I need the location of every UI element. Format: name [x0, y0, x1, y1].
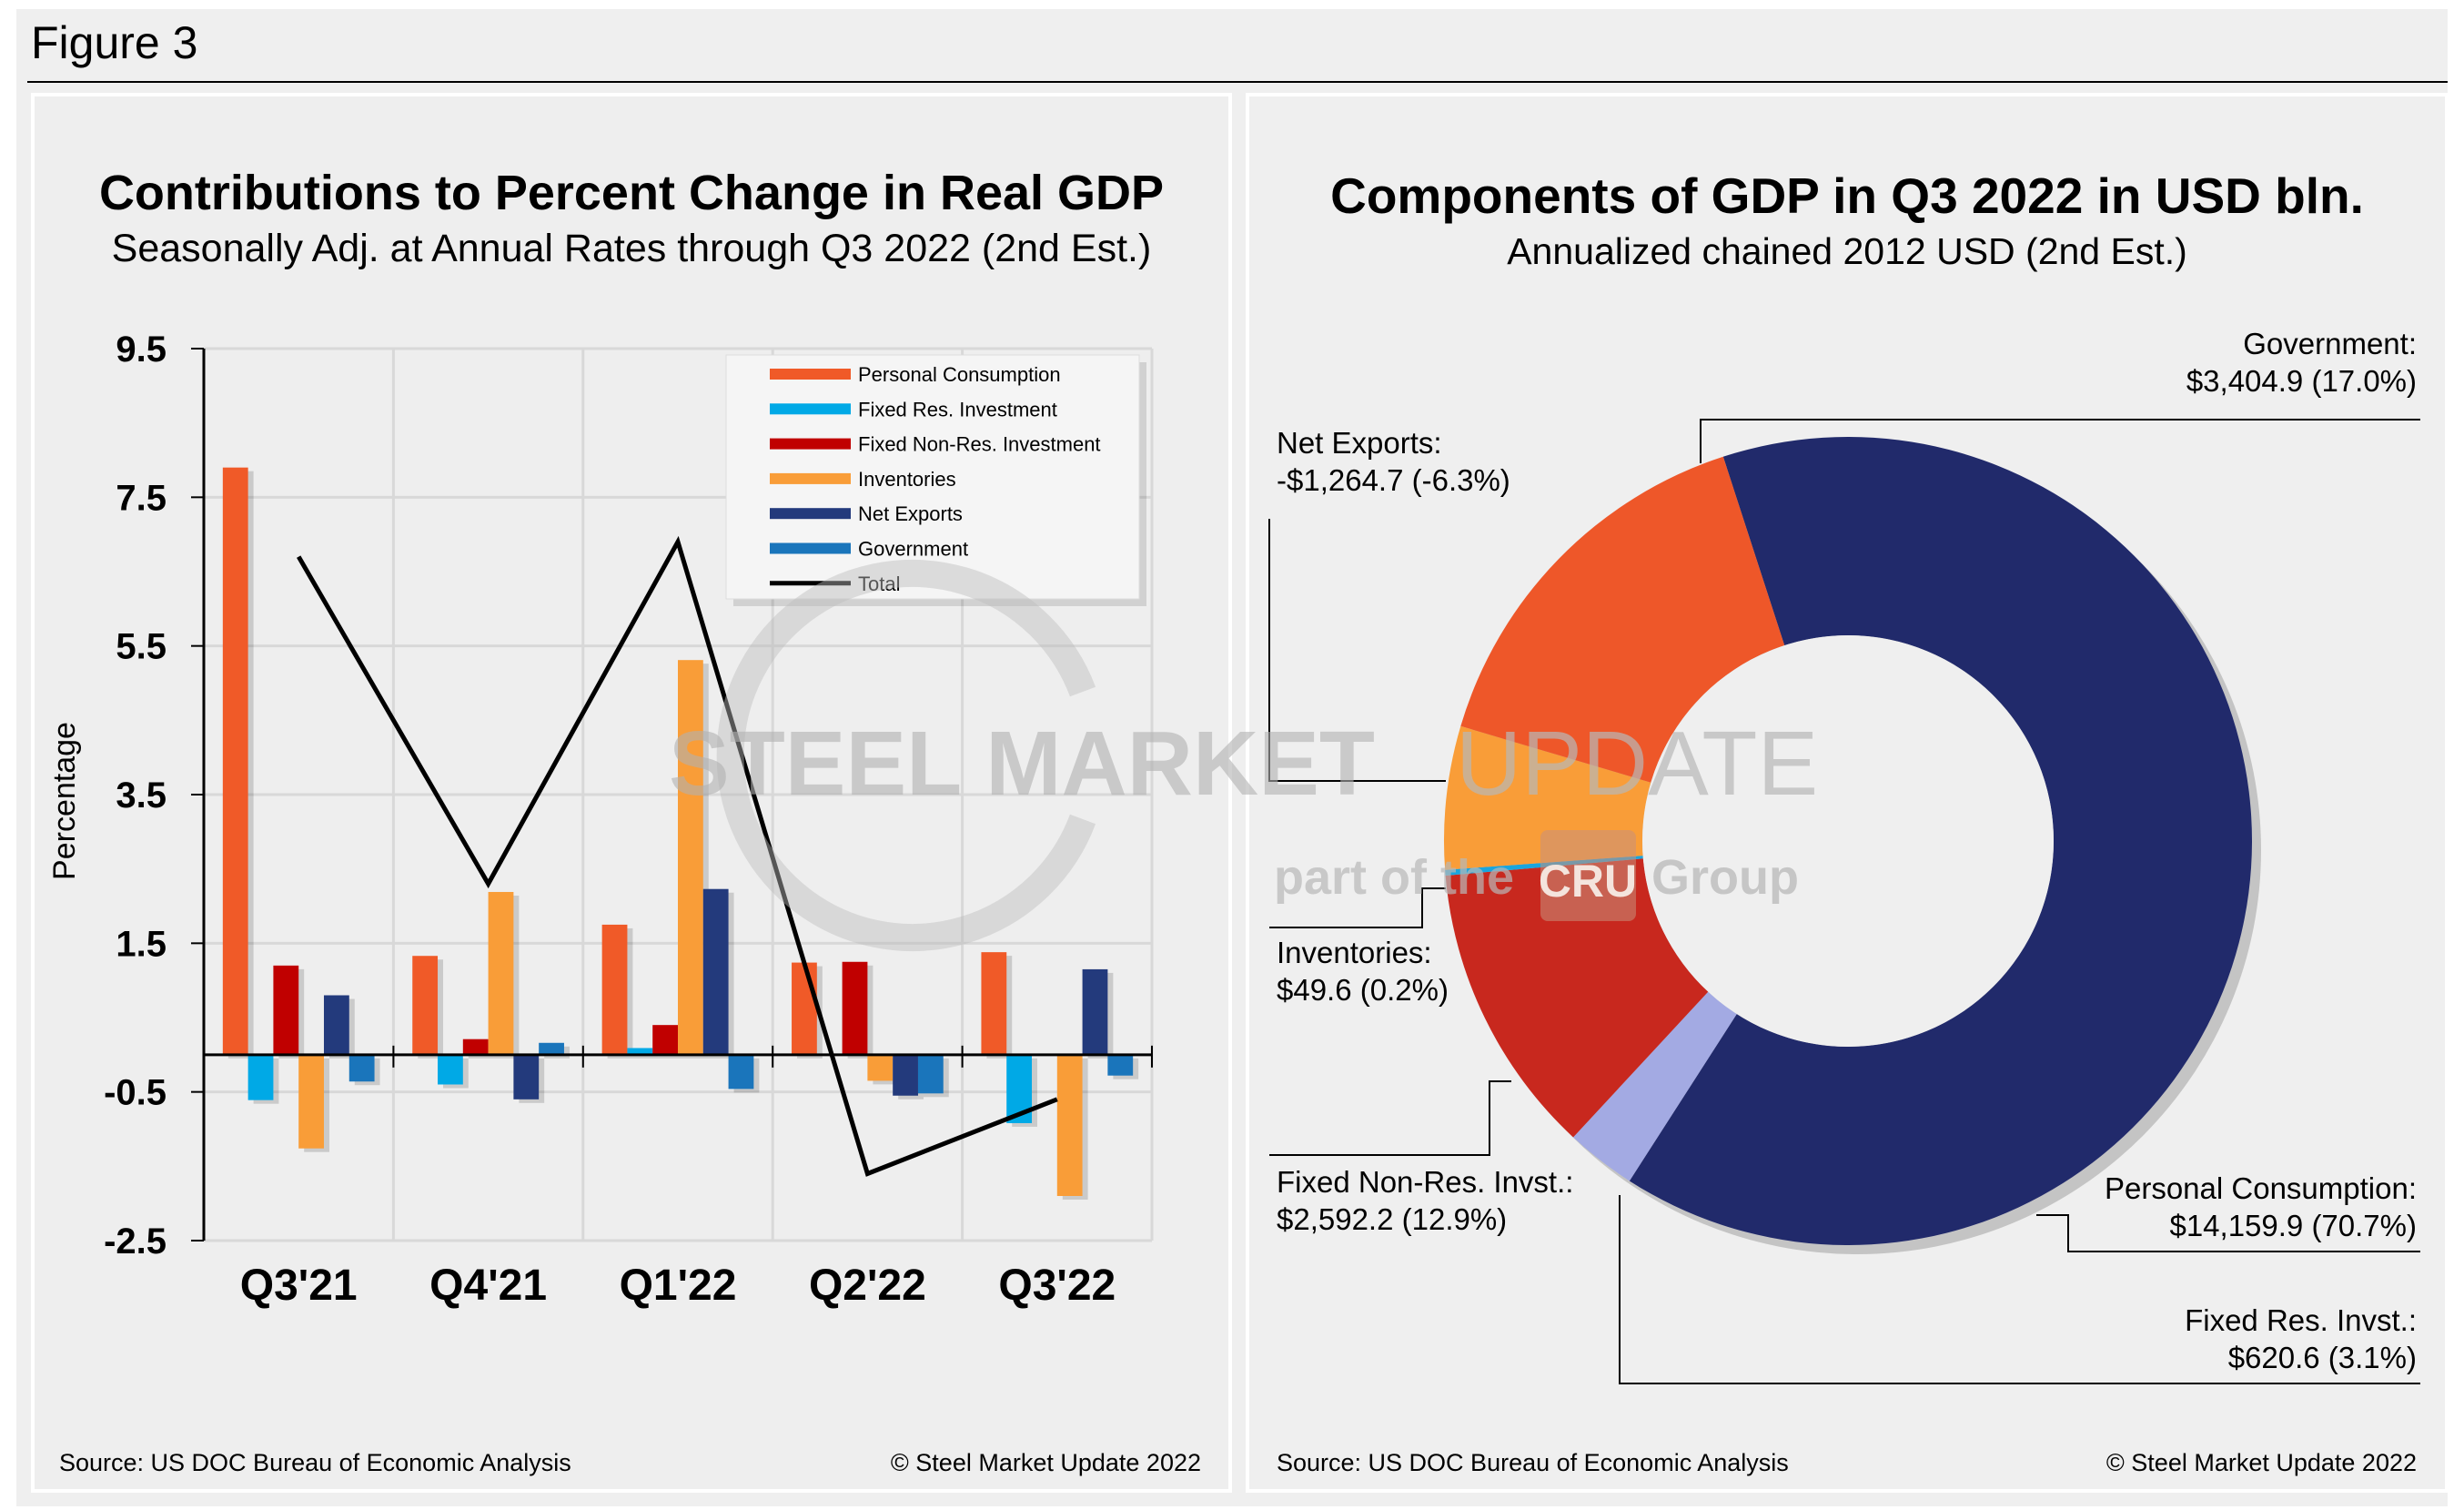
bar-chart-copyright: © Steel Market Update 2022 [891, 1449, 1201, 1476]
legend-swatch [770, 542, 851, 554]
donut-slice-fixed-res-invst [1573, 991, 1737, 1181]
bar-personal-consumption-2 [601, 924, 628, 1055]
bar-government-3 [917, 1054, 944, 1094]
watermark-text: STEEL MARKET [669, 713, 1375, 815]
y-axis-label: Percentage [47, 722, 82, 880]
y-tick-label: 5.5 [116, 627, 167, 667]
leader-line [1619, 1195, 2420, 1384]
bar-chart-title: Contributions to Percent Change in Real … [99, 166, 1164, 220]
leader-line [1269, 1080, 1511, 1156]
x-tick-label: Q4'21 [429, 1262, 547, 1310]
bar-government-4 [1107, 1054, 1134, 1076]
bar-inventories-1 [488, 891, 514, 1055]
y-tick-label: -2.5 [104, 1221, 167, 1262]
donut-chart-title: Components of GDP in Q3 2022 in USD bln. [1330, 167, 2364, 224]
slice-value-label: $2,592.2 (12.9%) [1277, 1202, 1507, 1236]
bar-inventories-2 [678, 660, 703, 1055]
y-tick-label: 1.5 [116, 924, 167, 964]
legend-label: Fixed Res. Investment [858, 398, 1057, 421]
x-tick-label: Q2'22 [809, 1262, 926, 1310]
slice-name-label: Net Exports: [1277, 426, 1442, 460]
legend-label: Total [858, 573, 900, 595]
slice-value-label: $620.6 (3.1%) [2228, 1341, 2417, 1374]
bar-chart-source: Source: US DOC Bureau of Economic Analys… [59, 1449, 571, 1476]
bar-government-1 [539, 1042, 564, 1055]
total-line [297, 535, 1058, 1177]
donut-slice-fixed-non-res-invst [1445, 858, 1709, 1138]
slice-name-label: Personal Consumption: [2105, 1171, 2417, 1205]
legend-swatch [770, 403, 851, 415]
bar-inventories-0 [298, 1054, 324, 1149]
y-tick-label: -0.5 [104, 1073, 167, 1113]
bar-chart: 9.5 7.5 5.5 3.5 1.5 -0.5 -2.5 Q3'21 Q4'21 Q1'22 Q2… [104, 329, 1154, 1310]
bar-fixed-res-investment-1 [438, 1054, 463, 1085]
y-tick-label: 9.5 [116, 329, 167, 370]
bar-net-exports-1 [513, 1054, 540, 1100]
bar-fixed-res-investment-0 [247, 1054, 274, 1100]
bar-inventories-4 [1056, 1054, 1083, 1196]
bar-fixed-non-res-investment-1 [462, 1039, 489, 1055]
donut-slice-government [1460, 456, 1785, 783]
donut-slice-personal-consumption [1629, 437, 2253, 1245]
leader-line [1269, 887, 1446, 928]
legend-label: Net Exports [858, 502, 963, 525]
figure-label: Figure 3 [31, 17, 197, 68]
bar-net-exports-4 [1082, 968, 1108, 1055]
bar-fixed-non-res-investment-2 [652, 1025, 678, 1055]
legend: Personal Consumption Fixed Res. Investmen… [725, 354, 1146, 606]
slice-name-label: Inventories: [1277, 936, 1432, 969]
cru-logo [1540, 830, 1636, 921]
leader-line [1268, 519, 1446, 782]
slice-name-label: Fixed Non-Res. Invst.: [1277, 1165, 1573, 1199]
legend-swatch [770, 369, 851, 380]
bar-net-exports-3 [893, 1054, 918, 1096]
leader-line [2036, 1214, 2420, 1252]
bar-personal-consumption-1 [412, 956, 439, 1055]
bar-fixed-non-res-investment-3 [842, 961, 868, 1055]
bar-net-exports-0 [323, 995, 349, 1055]
bar-personal-consumption-3 [792, 962, 817, 1055]
donut-chart-source: Source: US DOC Bureau of Economic Analys… [1277, 1449, 1789, 1476]
slice-name-label: Government: [2243, 327, 2417, 360]
watermark-text-update: UPDATE [1456, 713, 1818, 815]
legend-label: Fixed Non-Res. Investment [858, 433, 1101, 456]
legend-swatch [770, 472, 851, 484]
slice-value-label: $3,404.9 (17.0%) [2186, 364, 2417, 398]
watermark: STEEL MARKET UPDATE part of the CRU Grou… [669, 560, 1818, 951]
x-tick-label: Q3'22 [998, 1262, 1116, 1310]
slice-value-label: -$1,264.7 (-6.3%) [1277, 463, 1510, 497]
slice-value-label: $14,159.9 (70.7%) [2169, 1209, 2417, 1242]
bar-personal-consumption-4 [981, 952, 1007, 1055]
bar-net-exports-2 [702, 888, 729, 1055]
watermark-group: Group [1651, 850, 1799, 905]
watermark-subtext: part of the [1274, 850, 1514, 905]
donut-hole [1642, 635, 2054, 1047]
bar-fixed-res-investment-2 [627, 1048, 653, 1055]
cru-logo-text: CRU [1539, 856, 1637, 907]
left-panel [31, 93, 1232, 1493]
legend-swatch [770, 508, 851, 520]
y-tick-label: 7.5 [116, 478, 167, 518]
legend-label: Government [858, 538, 968, 561]
legend-label: Personal Consumption [858, 363, 1061, 386]
leader-line [1700, 419, 2420, 463]
slice-name-label: Fixed Res. Invst.: [2185, 1303, 2417, 1337]
bar-chart-subtitle: Seasonally Adj. at Annual Rates through … [112, 227, 1152, 270]
legend-swatch [770, 438, 851, 450]
donut-chart-subtitle: Annualized chained 2012 USD (2nd Est.) [1507, 230, 2187, 272]
bar-government-2 [728, 1054, 754, 1089]
slice-value-label: $49.6 (0.2%) [1277, 973, 1449, 1007]
bar-inventories-3 [867, 1054, 894, 1081]
x-tick-label: Q3'21 [240, 1262, 358, 1310]
donut-chart-copyright: © Steel Market Update 2022 [2106, 1449, 2417, 1476]
y-tick-label: 3.5 [116, 775, 167, 816]
bar-government-0 [348, 1054, 375, 1082]
bar-personal-consumption-0 [222, 467, 248, 1055]
watermark-logo-arc [716, 560, 1096, 951]
legend-label: Inventories [858, 468, 956, 491]
donut-labels: Government: $3,404.9 (17.0%) Net Exports:-… [1268, 327, 2420, 1384]
bar-fixed-non-res-investment-0 [273, 965, 299, 1055]
x-tick-label: Q1'22 [620, 1262, 737, 1310]
